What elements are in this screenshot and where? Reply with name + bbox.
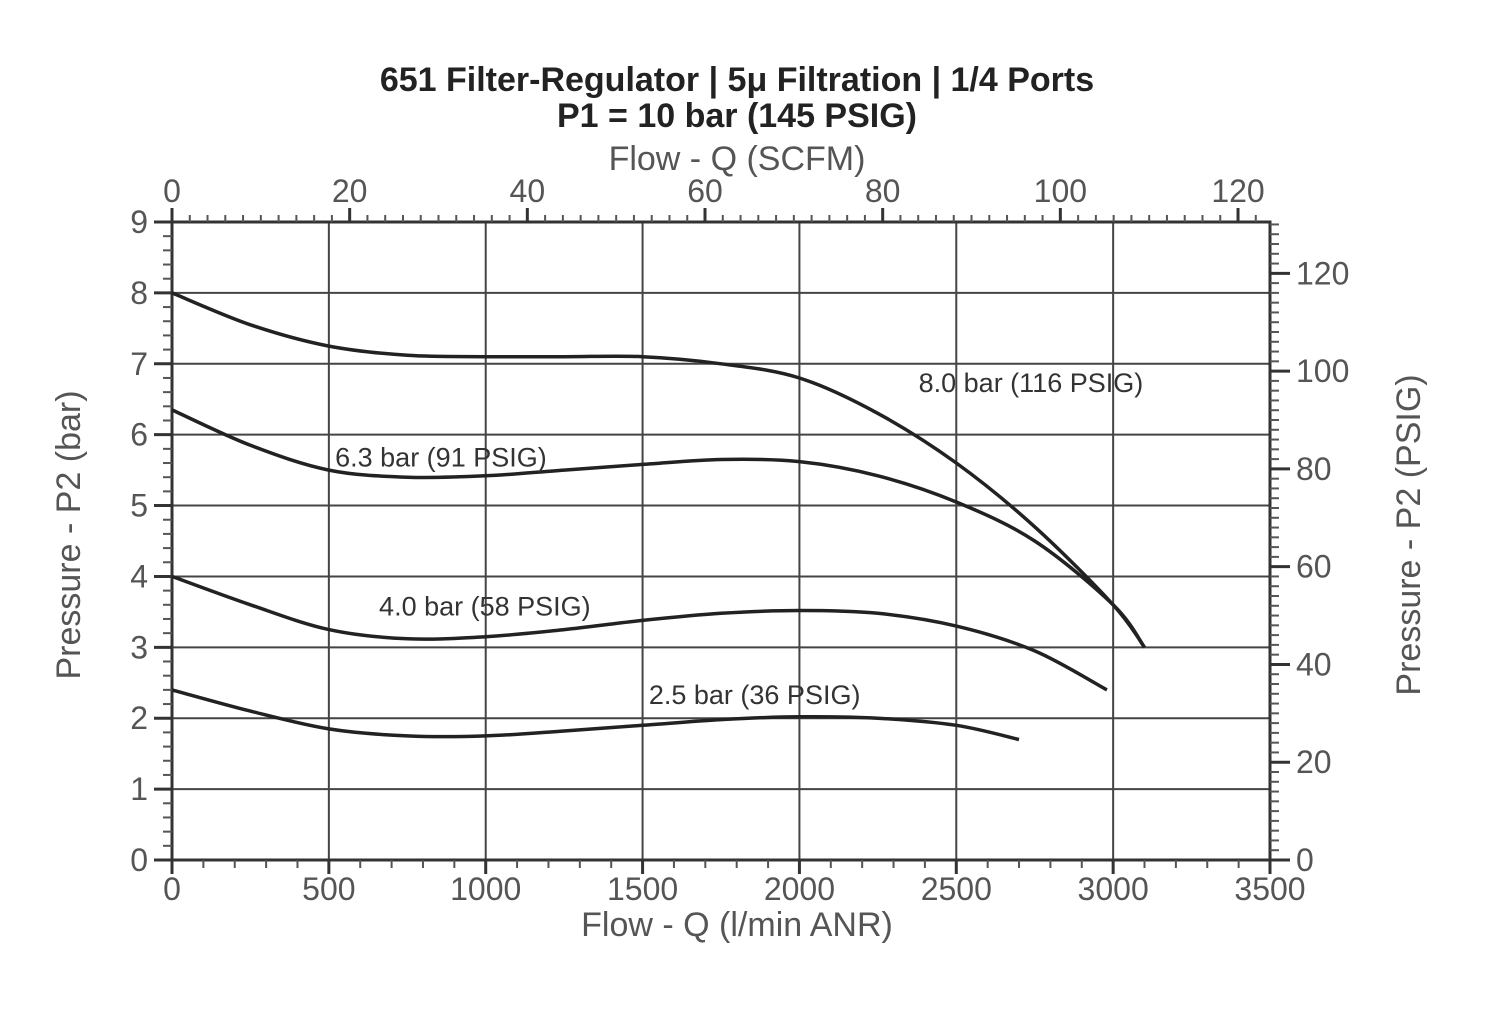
x-tick-label: 1000 xyxy=(450,871,521,907)
x2-tick-label: 120 xyxy=(1211,173,1264,209)
series-layer xyxy=(171,291,1146,742)
y-tick-label: 4 xyxy=(130,558,148,594)
y2-tick-label: 0 xyxy=(1296,842,1314,878)
series-label: 8.0 bar (116 PSIG) xyxy=(919,368,1144,398)
grid-layer xyxy=(170,220,1272,862)
x-axis-top-title: Flow - Q (SCFM) xyxy=(609,140,866,178)
series-line xyxy=(171,574,1108,692)
label-layer: 8.0 bar (116 PSIG) 6.3 bar (91 PSIG) 4.0 b… xyxy=(335,368,1143,710)
y-tick-label: 5 xyxy=(130,488,148,524)
y-tick-label: 9 xyxy=(130,204,148,240)
y2-tick-label: 60 xyxy=(1296,549,1332,585)
chart-subtitle: P1 = 10 bar (145 PSIG) xyxy=(557,97,917,135)
x-tick-label: 0 xyxy=(163,871,181,907)
x-axis-title: Flow - Q (l/min ANR) xyxy=(581,906,893,944)
x-tick-label: 3500 xyxy=(1234,871,1305,907)
chart-title: 651 Filter-Regulator | 5μ Filtration | 1… xyxy=(380,61,1094,99)
y2-tick-label: 40 xyxy=(1296,646,1332,682)
x2-tick-label: 60 xyxy=(687,173,723,209)
y-tick-label: 6 xyxy=(130,417,148,453)
series-line xyxy=(171,688,1020,742)
series-label: 4.0 bar (58 PSIG) xyxy=(379,591,591,621)
series-label: 2.5 bar (36 PSIG) xyxy=(649,680,861,710)
y2-tick-label: 20 xyxy=(1296,744,1332,780)
x-tick-label: 500 xyxy=(302,871,355,907)
plot-frame xyxy=(170,220,1272,862)
x2-tick-label: 40 xyxy=(510,173,546,209)
y-tick-label: 0 xyxy=(130,842,148,878)
series-line xyxy=(171,291,1146,649)
x2-tick-label: 0 xyxy=(163,173,181,209)
x-tick-label: 1500 xyxy=(607,871,678,907)
x2-tick-label: 80 xyxy=(865,173,901,209)
y-axis-right-title: Pressure - P2 (PSIG) xyxy=(1390,374,1428,695)
y-tick-label: 7 xyxy=(130,346,148,382)
y-tick-label: 3 xyxy=(130,629,148,665)
y2-tick-label: 80 xyxy=(1296,451,1332,487)
y-tick-label: 1 xyxy=(130,771,148,807)
series-label: 6.3 bar (91 PSIG) xyxy=(335,443,547,473)
y-axis-title: Pressure - P2 (bar) xyxy=(50,390,88,679)
x-tick-label: 2500 xyxy=(921,871,992,907)
series-line xyxy=(171,408,1146,649)
y-tick-label: 2 xyxy=(130,700,148,736)
x-tick-label: 2000 xyxy=(764,871,835,907)
y2-tick-label: 100 xyxy=(1296,353,1349,389)
y-tick-label: 8 xyxy=(130,275,148,311)
x-tick-label: 3000 xyxy=(1078,871,1149,907)
y2-tick-label: 120 xyxy=(1296,255,1349,291)
x2-tick-label: 20 xyxy=(332,173,368,209)
x2-tick-label: 100 xyxy=(1034,173,1087,209)
